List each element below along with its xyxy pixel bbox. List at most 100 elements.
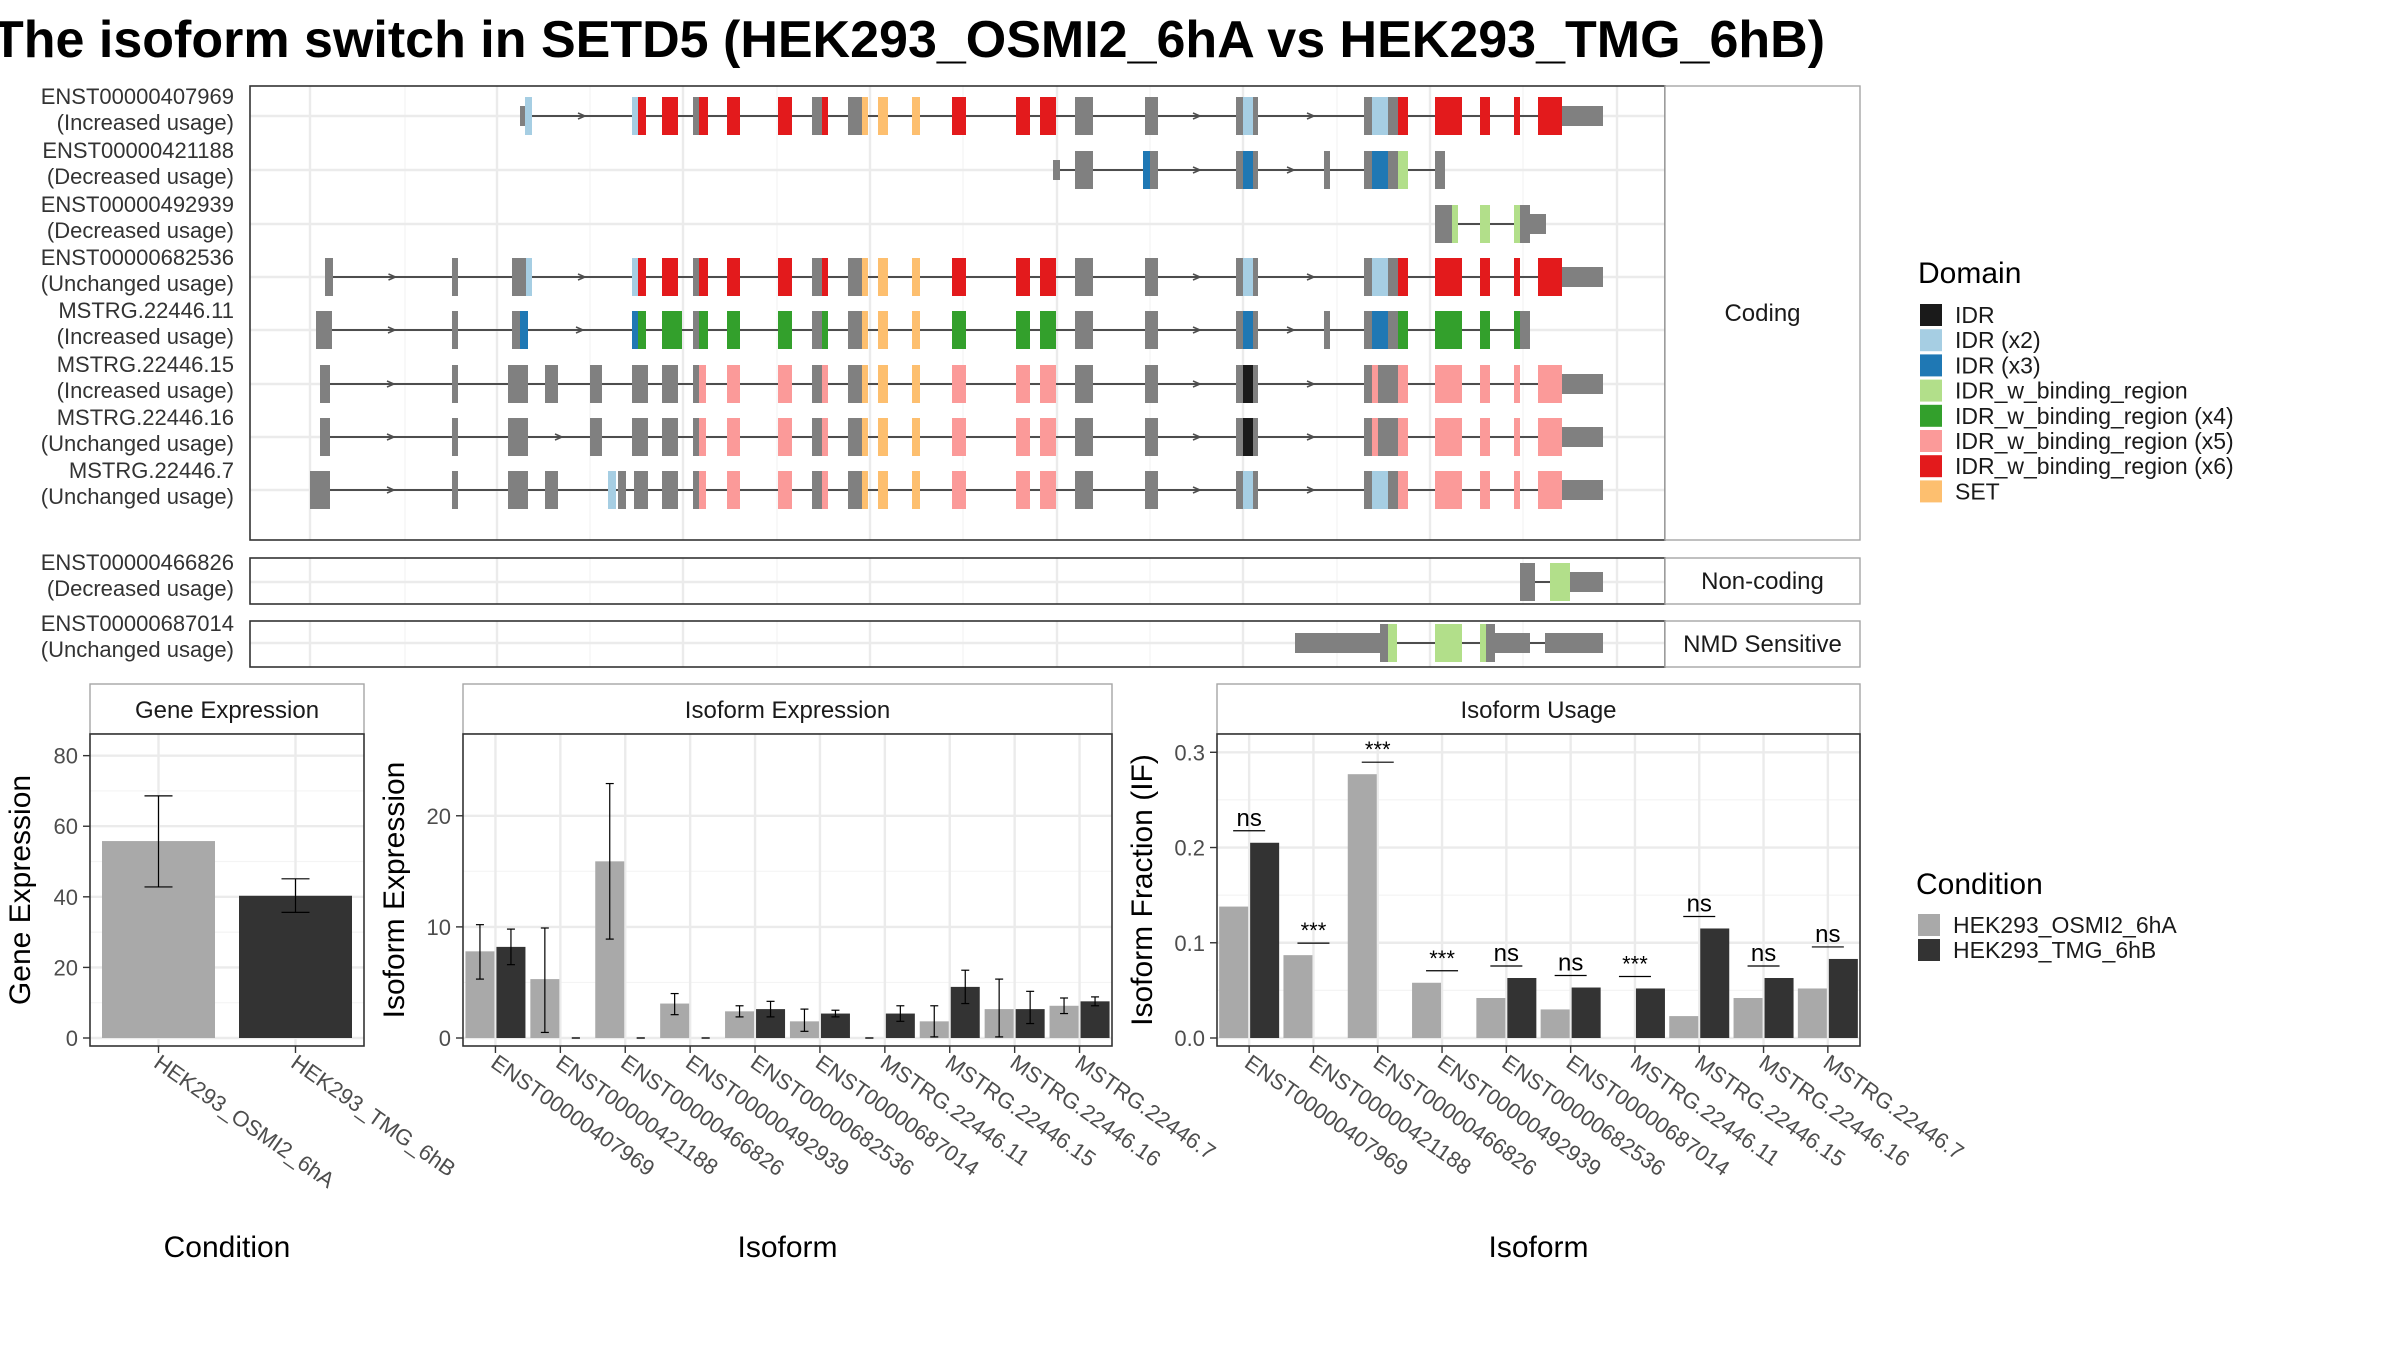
transcript-usage-label: (Increased usage) [57, 378, 234, 403]
domain-exon [1143, 151, 1150, 189]
exon [634, 471, 648, 509]
bar [1080, 1001, 1110, 1038]
exon [812, 471, 822, 509]
plot-background [1217, 734, 1860, 1046]
domain-exon [822, 97, 828, 135]
exon [1520, 311, 1530, 349]
exon [1388, 151, 1398, 189]
domain-exon [699, 258, 708, 296]
domain-exon [1016, 258, 1030, 296]
exon [1364, 418, 1372, 456]
domain-exon [1040, 471, 1056, 509]
domain-exon [632, 258, 638, 296]
strand-arrow [554, 433, 564, 441]
domain-exon [1398, 365, 1408, 403]
transcript-id-label: ENST00000492939 [41, 192, 234, 217]
domain-legend-title: Domain [1918, 257, 2021, 290]
strand-arrow [1306, 433, 1316, 441]
domain-exon [727, 471, 740, 509]
exon [545, 365, 558, 403]
exon [1053, 160, 1060, 180]
y-tick-label: 0.1 [1174, 931, 1205, 956]
exon [1364, 258, 1372, 296]
transcript-track [320, 365, 1603, 403]
domain-exon [912, 471, 920, 509]
exon [662, 418, 678, 456]
domain-legend-label: IDR_w_binding_region [1955, 378, 2188, 404]
domain-exon [1016, 471, 1030, 509]
exon [452, 258, 458, 296]
exon [1253, 151, 1258, 189]
exon [632, 365, 648, 403]
domain-exon [1243, 151, 1253, 189]
domain-exon [1398, 97, 1408, 135]
error-bar [540, 927, 549, 1034]
exon [1075, 151, 1093, 189]
error-bar [831, 1009, 840, 1018]
domain-exon [878, 365, 888, 403]
domain-exon [1514, 418, 1520, 456]
domain-exon [1435, 471, 1462, 509]
transcript-track [320, 418, 1603, 456]
domain-exon [727, 97, 740, 135]
facet-strip-label: Isoform Usage [1460, 697, 1616, 724]
domain-exon [778, 471, 792, 509]
exon [1075, 418, 1093, 456]
exon [1562, 106, 1603, 126]
domain-exon [1435, 258, 1462, 296]
exon [1562, 480, 1603, 500]
exon [848, 311, 862, 349]
domain-legend-label: SET [1955, 478, 2000, 504]
domain-exon [912, 311, 920, 349]
facet-strip-label: NMD Sensitive [1683, 631, 1842, 658]
domain-exon [1452, 205, 1458, 243]
domain-exon [862, 471, 868, 509]
strand-arrow [577, 112, 587, 120]
domain-exon [778, 418, 792, 456]
domain-exon [778, 258, 792, 296]
bar [1476, 998, 1506, 1038]
exon [662, 365, 678, 403]
transcript-track [310, 471, 1603, 509]
strand-arrow [1306, 273, 1316, 281]
domain-exon [1514, 97, 1520, 135]
domain-exon [727, 258, 740, 296]
y-tick-label: 0 [66, 1026, 78, 1051]
exon [452, 471, 458, 509]
y-tick-label: 40 [54, 885, 78, 910]
domain-exon [1040, 418, 1056, 456]
exon [1570, 572, 1603, 592]
facet-strip [1664, 85, 1861, 541]
domain-exon [1243, 258, 1253, 296]
bar [1828, 958, 1858, 1038]
domain-exon [952, 471, 966, 509]
exon [1520, 563, 1535, 601]
domain-exon [638, 258, 646, 296]
domain-legend-swatch [1920, 354, 1942, 377]
error-bar [766, 1000, 775, 1018]
domain-exon [1372, 151, 1388, 189]
domain-exon [1398, 418, 1408, 456]
strand-arrow [1192, 486, 1202, 494]
domain-exon [1435, 624, 1462, 662]
transcript-usage-label: (Unchanged usage) [41, 637, 234, 662]
exon [508, 418, 528, 456]
exon [1324, 151, 1330, 189]
exon [1075, 365, 1093, 403]
domain-exon [1435, 418, 1462, 456]
bar [1540, 1009, 1570, 1038]
exon [812, 258, 822, 296]
domain-exon [632, 311, 638, 349]
domain-exon [1538, 418, 1562, 456]
significance-label: *** [1622, 951, 1648, 976]
bar [1669, 1016, 1699, 1038]
bar [1764, 978, 1794, 1038]
domain-exon [912, 258, 920, 296]
exon [316, 311, 332, 349]
transcript-id-label: ENST00000466826 [41, 550, 234, 575]
exon [848, 418, 862, 456]
y-axis-title: Isoform Fraction (IF) [1126, 754, 1159, 1026]
y-axis-title: Gene Expression [4, 775, 37, 1005]
y-tick-label: 0 [439, 1026, 451, 1051]
